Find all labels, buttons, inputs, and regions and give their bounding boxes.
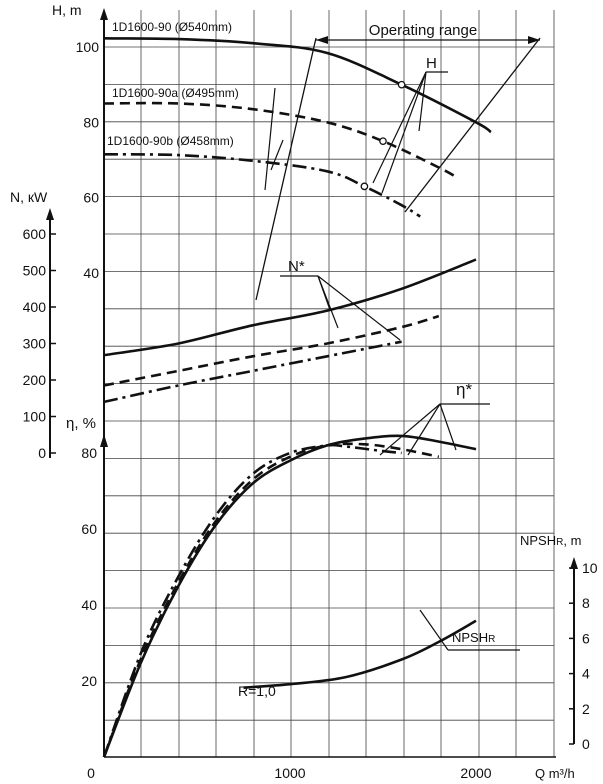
series-N-solid-line xyxy=(103,258,477,357)
npsh-tick-label: 10 xyxy=(582,560,598,576)
h-axis-arrow xyxy=(100,8,108,20)
n-tick-label: 100 xyxy=(23,409,47,425)
x-tick-label: 0 xyxy=(87,765,95,781)
x-tick-label: 2000 xyxy=(460,765,491,781)
npsh-leader xyxy=(419,609,449,651)
n-tick-label: 300 xyxy=(23,336,47,352)
series-eta-dashed-line xyxy=(102,442,440,758)
eta-tick-label: 80 xyxy=(81,445,97,461)
h-tick-label: 80 xyxy=(83,114,99,130)
x-axis-title: Q m³/h xyxy=(535,766,575,781)
npsh-curve-label: NPSHR xyxy=(452,630,495,645)
n-axis-arrow xyxy=(46,208,54,220)
axes: 4060801000100200300400500600204060800246… xyxy=(23,8,598,781)
series-N-dashed-line xyxy=(103,314,440,387)
r-value-label: R=1,0 xyxy=(238,683,276,699)
h-axis-title: H, m xyxy=(52,2,82,18)
operating-range-label: Operating range xyxy=(369,22,477,39)
npsh-axis-arrow xyxy=(570,557,578,569)
series-label-540: 1D1600-90 (Ø540mm) xyxy=(112,20,232,34)
n-tick-label: 0 xyxy=(38,445,46,461)
eta-axis-arrow xyxy=(100,434,108,447)
h-leader-2 xyxy=(381,71,427,194)
h-leader-1 xyxy=(372,71,427,184)
x-tick-label: 1000 xyxy=(274,765,305,781)
eta-curves-label: η* xyxy=(456,380,472,399)
operating-range-arrow-right xyxy=(528,36,540,44)
n-leader-2 xyxy=(317,275,339,329)
n-tick-label: 600 xyxy=(23,226,47,242)
series-eta-dashdot-line xyxy=(102,443,402,758)
series-npsh-solid-line xyxy=(243,619,477,689)
series-label-495: 1D1600-90a (Ø495mm) xyxy=(112,86,239,100)
n-tick-label: 400 xyxy=(23,299,47,315)
h-tick-label: 40 xyxy=(83,265,99,281)
eta-leader-2 xyxy=(407,403,441,456)
grid xyxy=(103,10,555,757)
npsh-tick-label: 8 xyxy=(582,595,590,611)
eta-tick-label: 20 xyxy=(81,673,97,689)
npsh-axis-title: NPSHR, m xyxy=(520,533,581,548)
npsh-tick-label: 0 xyxy=(582,736,590,752)
series-H-dashdot-line xyxy=(103,153,421,218)
series-leader-458 xyxy=(270,139,284,171)
series-eta-solid-line xyxy=(102,434,477,758)
eta-leader-1 xyxy=(379,403,441,456)
series-leader-495 xyxy=(264,87,276,191)
n-tick-label: 200 xyxy=(23,372,47,388)
n-tick-label: 500 xyxy=(23,263,47,279)
h-curves-label: H xyxy=(426,55,437,72)
eta-axis-title: η, % xyxy=(66,415,96,432)
h-tick-label: 100 xyxy=(76,39,100,55)
series-N-dashdot-line xyxy=(103,340,402,404)
operating-range-left-boundary xyxy=(255,37,317,301)
operating-range-arrow-left xyxy=(316,36,328,44)
n-leader-3 xyxy=(317,275,401,341)
operating-range-right-boundary xyxy=(404,37,541,213)
eta-tick-label: 40 xyxy=(81,597,97,613)
h-tick-label: 60 xyxy=(83,190,99,206)
eta-tick-label: 60 xyxy=(81,521,97,537)
npsh-tick-label: 2 xyxy=(582,701,590,717)
eta-leader-3 xyxy=(439,403,457,451)
series-label-458: 1D1600-90b (Ø458mm) xyxy=(107,134,234,148)
h-leader-3 xyxy=(418,71,427,132)
series-marker xyxy=(360,182,369,191)
series-marker xyxy=(397,80,406,89)
n-curves-label: N* xyxy=(288,258,305,275)
annotations xyxy=(255,36,541,651)
series-marker xyxy=(379,137,387,146)
npsh-tick-label: 6 xyxy=(582,630,590,646)
n-axis-title: N, кW xyxy=(10,189,48,205)
curves xyxy=(102,37,492,758)
npsh-tick-label: 4 xyxy=(582,666,590,682)
